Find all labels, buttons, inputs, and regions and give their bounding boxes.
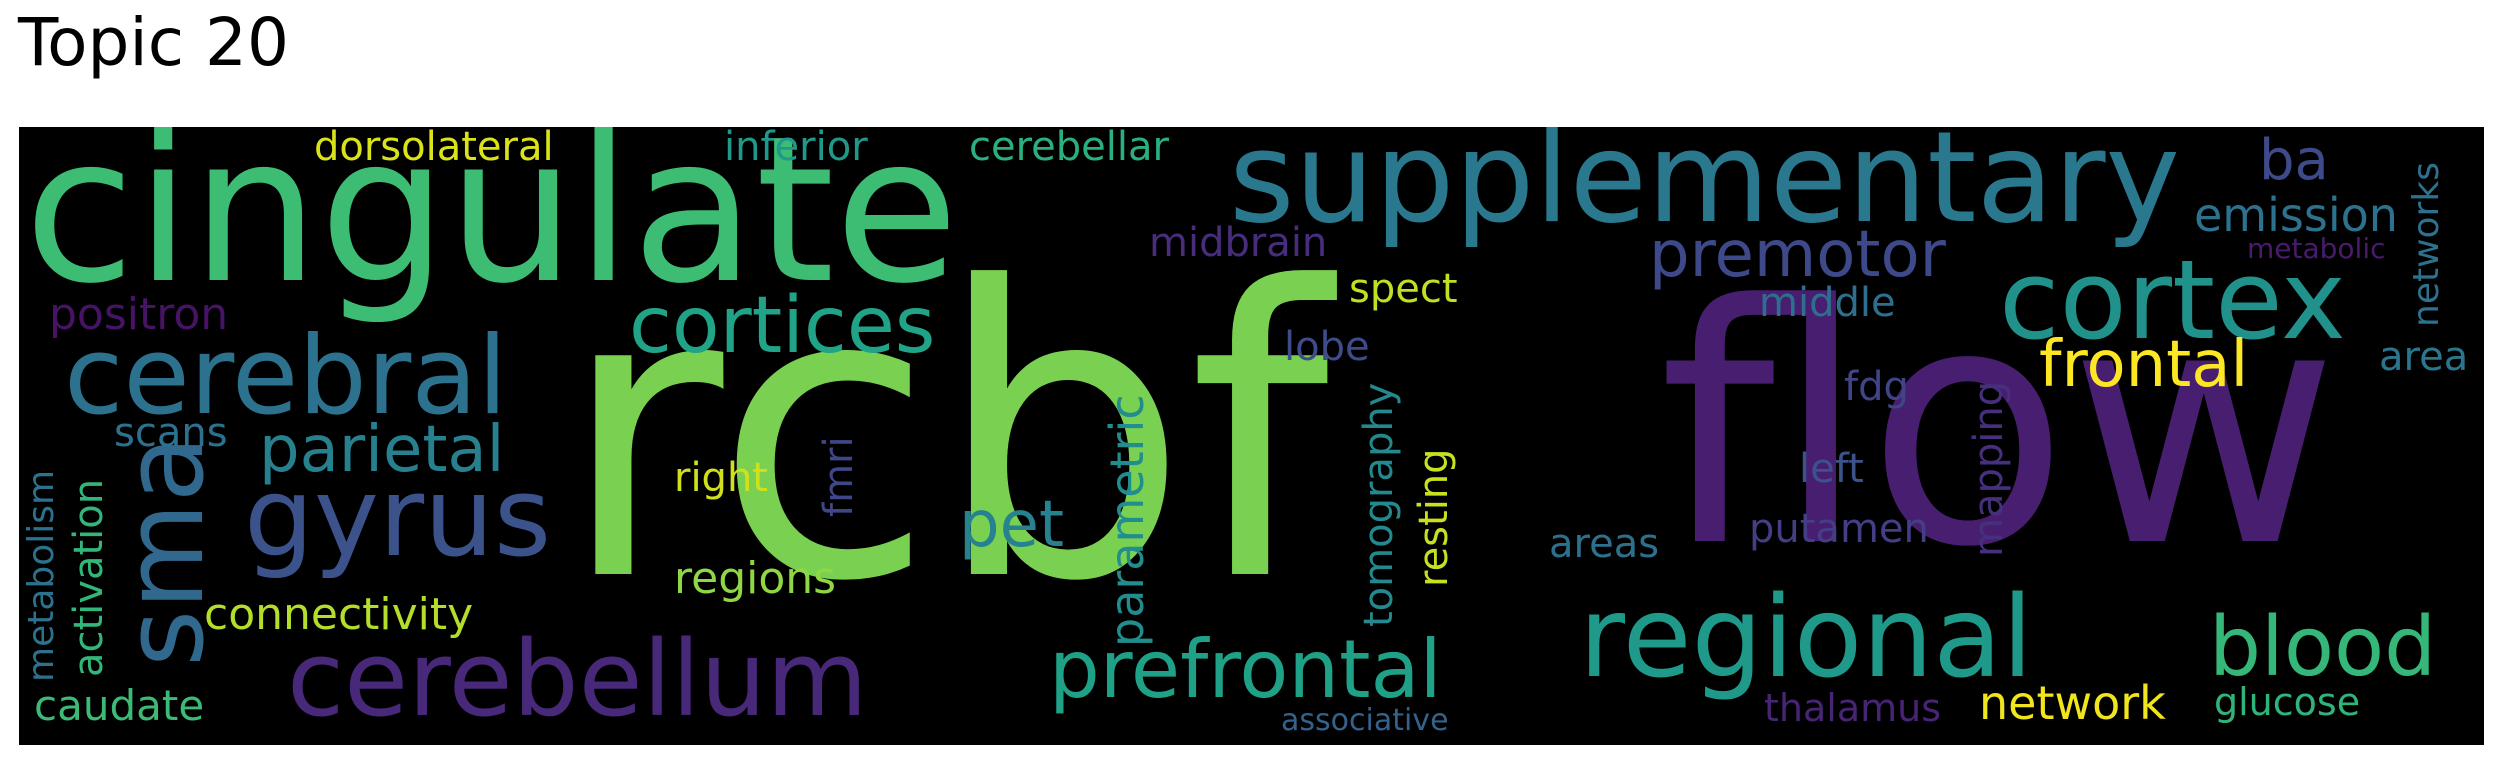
word-fmri: fmri bbox=[816, 436, 862, 517]
word-cingulate: cingulate bbox=[24, 127, 959, 328]
word-right: right bbox=[674, 455, 768, 501]
word-parametric: parametric bbox=[1100, 394, 1154, 647]
word-cortices: cortices bbox=[629, 281, 936, 371]
word-dorsolateral: dorsolateral bbox=[314, 127, 554, 170]
word-cerebellar: cerebellar bbox=[969, 127, 1169, 170]
word-regions: regions bbox=[674, 553, 837, 604]
word-mapping: mapping bbox=[1966, 380, 2012, 557]
word-emission: emission bbox=[2194, 188, 2398, 242]
word-pet: pet bbox=[959, 488, 1065, 562]
word-area: area bbox=[2379, 334, 2469, 380]
word-spect: spect bbox=[1349, 266, 1458, 312]
word-cerebral: cerebral bbox=[64, 314, 508, 439]
word-rcbf: rcbf bbox=[559, 204, 1330, 669]
word-metabolism: metabolism bbox=[21, 469, 62, 682]
word-prefrontal: prefrontal bbox=[1049, 623, 1442, 716]
word-lobe: lobe bbox=[1284, 324, 1370, 370]
word-resting: resting bbox=[1411, 448, 1457, 587]
word-cerebellum: cerebellum bbox=[287, 618, 868, 740]
word-tomography: tomography bbox=[1356, 382, 1402, 627]
word-fdg: fdg bbox=[1844, 364, 1909, 410]
word-middle: middle bbox=[1759, 280, 1896, 326]
word-positron: positron bbox=[49, 289, 229, 340]
word-blood: blood bbox=[2209, 600, 2437, 695]
word-sma: sma bbox=[100, 435, 228, 667]
word-gyrus: gyrus bbox=[244, 453, 552, 581]
word-parietal: parietal bbox=[259, 413, 505, 487]
word-associative: associative bbox=[1281, 703, 1449, 738]
word-metabolic: metabolic bbox=[2247, 232, 2386, 265]
word-regional: regional bbox=[1579, 573, 2033, 703]
word-network: network bbox=[1979, 676, 2166, 730]
word-putamen: putamen bbox=[1749, 506, 1929, 552]
word-caudate: caudate bbox=[34, 681, 205, 730]
word-scans: scans bbox=[114, 410, 228, 456]
word-areas: areas bbox=[1549, 521, 1660, 567]
word-flow: flow bbox=[1659, 235, 2339, 619]
word-supplementary: supplementary bbox=[1229, 127, 2181, 251]
word-frontal: frontal bbox=[2039, 328, 2249, 402]
word-glucose: glucose bbox=[2214, 680, 2361, 724]
word-activation: activation bbox=[66, 478, 112, 677]
word-left: left bbox=[1799, 446, 1864, 492]
word-inferior: inferior bbox=[724, 127, 868, 170]
chart-title: Topic 20 bbox=[18, 4, 289, 81]
word-cloud: rcbf flow cingulate supplementary cortex… bbox=[19, 127, 2484, 745]
word-midbrain: midbrain bbox=[1149, 220, 1328, 266]
word-premotor: premotor bbox=[1649, 218, 1946, 292]
word-cortex: cortex bbox=[1999, 236, 2346, 364]
word-networks: networks bbox=[2406, 162, 2447, 327]
word-thalamus: thalamus bbox=[1764, 686, 1942, 730]
word-connectivity: connectivity bbox=[204, 589, 474, 640]
word-ba: ba bbox=[2259, 128, 2329, 193]
